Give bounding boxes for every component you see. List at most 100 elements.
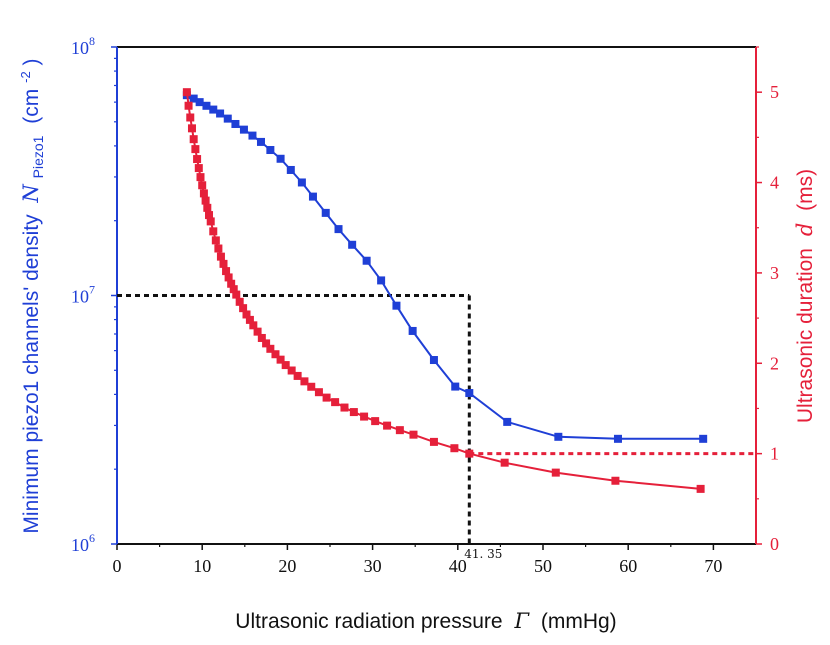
duration-point	[209, 227, 218, 236]
duration-point	[193, 155, 202, 164]
left-axis-title-symbol: N	[19, 184, 43, 204]
x-tick-label: 40	[449, 556, 467, 576]
density-point	[239, 125, 248, 134]
left-tick-label: 108	[71, 34, 95, 58]
duration-point	[314, 388, 323, 397]
density-point	[503, 417, 512, 426]
x-axis-title-symbol: Γ	[513, 609, 530, 633]
duration-point	[371, 417, 380, 426]
density-point	[223, 114, 232, 123]
duration-point	[235, 297, 244, 306]
density-point	[334, 225, 343, 234]
left-tick-exponent: 7	[89, 283, 95, 297]
right-tick-label: 4	[770, 173, 779, 193]
left-axis-title-text: Minimum piezo1 channels' density	[20, 214, 43, 534]
duration-point	[551, 468, 560, 477]
duration-point	[239, 304, 248, 313]
left-axis-title-unit-close: )	[20, 58, 43, 65]
density-point	[377, 276, 386, 285]
duration-point	[611, 476, 620, 485]
duration-point	[271, 350, 280, 359]
duration-point	[450, 444, 459, 453]
duration-point	[242, 310, 251, 319]
duration-point	[196, 173, 205, 182]
density-point	[256, 137, 265, 146]
duration-point	[276, 355, 285, 364]
right-axis-title-text: Ultrasonic duration	[794, 248, 817, 423]
density-point	[209, 105, 218, 114]
duration-point	[287, 366, 296, 375]
left-tick-exponent: 8	[89, 34, 95, 48]
duration-point	[465, 449, 474, 458]
duration-point	[340, 403, 349, 412]
density-point	[429, 356, 438, 365]
density-point	[231, 119, 240, 128]
density-point	[286, 165, 295, 174]
duration-point	[216, 252, 225, 261]
duration-point	[257, 333, 266, 342]
duration-point	[182, 88, 191, 97]
duration-point	[322, 393, 331, 402]
duration-point	[199, 189, 208, 198]
left-tick-base: 10	[71, 287, 89, 307]
series-layer	[182, 88, 708, 493]
right-tick-label: 5	[770, 82, 779, 102]
density-point	[195, 98, 204, 107]
duration-point	[184, 101, 193, 110]
density-point	[248, 131, 257, 140]
density-point	[613, 434, 622, 443]
x-tick-label: 50	[534, 556, 552, 576]
left-tick-label: 107	[71, 283, 95, 307]
duration-point	[266, 344, 275, 353]
duration-point	[429, 437, 438, 446]
x-tick-label: 10	[193, 556, 211, 576]
duration-point	[262, 339, 271, 348]
duration-point	[245, 315, 254, 324]
pressure-annotation: 41. 35	[464, 547, 502, 561]
duration-point	[224, 273, 233, 282]
duration-point	[331, 398, 340, 407]
right-tick-label: 0	[770, 534, 779, 554]
duration-point	[191, 145, 200, 154]
density-point	[554, 432, 563, 441]
duration-point	[383, 421, 392, 430]
duration-point	[300, 377, 309, 386]
right-axis-title-symbol: d	[793, 223, 817, 236]
duration-point	[203, 203, 212, 212]
duration-point	[198, 181, 207, 190]
density-point	[202, 101, 211, 110]
duration-point	[214, 244, 223, 253]
duration-point	[227, 279, 236, 288]
x-tick-label: 60	[619, 556, 637, 576]
left-axis-title-unit-exponent: -2	[18, 71, 33, 83]
x-axis-title-text: Ultrasonic radiation pressure	[235, 610, 502, 633]
x-axis-title: Ultrasonic radiation pressure Γ (mmHg)	[235, 609, 616, 633]
duration-point	[219, 259, 228, 268]
density-point	[362, 256, 371, 265]
duration-point	[222, 267, 231, 276]
x-axis-title-unit: (mmHg)	[541, 610, 617, 633]
x-tick-label: 20	[278, 556, 296, 576]
duration-point	[395, 426, 404, 435]
duration-point	[249, 321, 258, 330]
left-tick-base: 10	[71, 535, 89, 555]
density-point	[465, 389, 474, 398]
duration-point	[253, 327, 262, 336]
duration-point	[194, 164, 203, 173]
reference-lines	[117, 294, 756, 544]
density-series-line	[186, 94, 704, 440]
left-tick-label: 106	[71, 531, 95, 555]
x-tick-label: 70	[704, 556, 722, 576]
duration-point	[201, 196, 210, 205]
density-point	[266, 146, 275, 155]
density-point	[348, 240, 357, 249]
density-point	[189, 94, 198, 103]
duration-point	[349, 408, 358, 417]
left-axis-title-unit: (cm	[20, 89, 43, 124]
density-point	[216, 109, 225, 118]
duration-point	[409, 430, 418, 439]
x-tick-label: 30	[364, 556, 382, 576]
left-axis-title-subscript: Piezo1	[30, 135, 46, 178]
